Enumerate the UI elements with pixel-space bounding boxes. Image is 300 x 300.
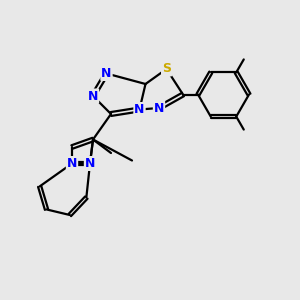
Text: N: N: [85, 157, 95, 170]
Text: N: N: [101, 67, 112, 80]
Text: S: S: [162, 62, 171, 76]
Text: N: N: [154, 101, 164, 115]
Text: N: N: [88, 89, 98, 103]
Text: N: N: [134, 103, 145, 116]
Text: N: N: [67, 157, 77, 170]
